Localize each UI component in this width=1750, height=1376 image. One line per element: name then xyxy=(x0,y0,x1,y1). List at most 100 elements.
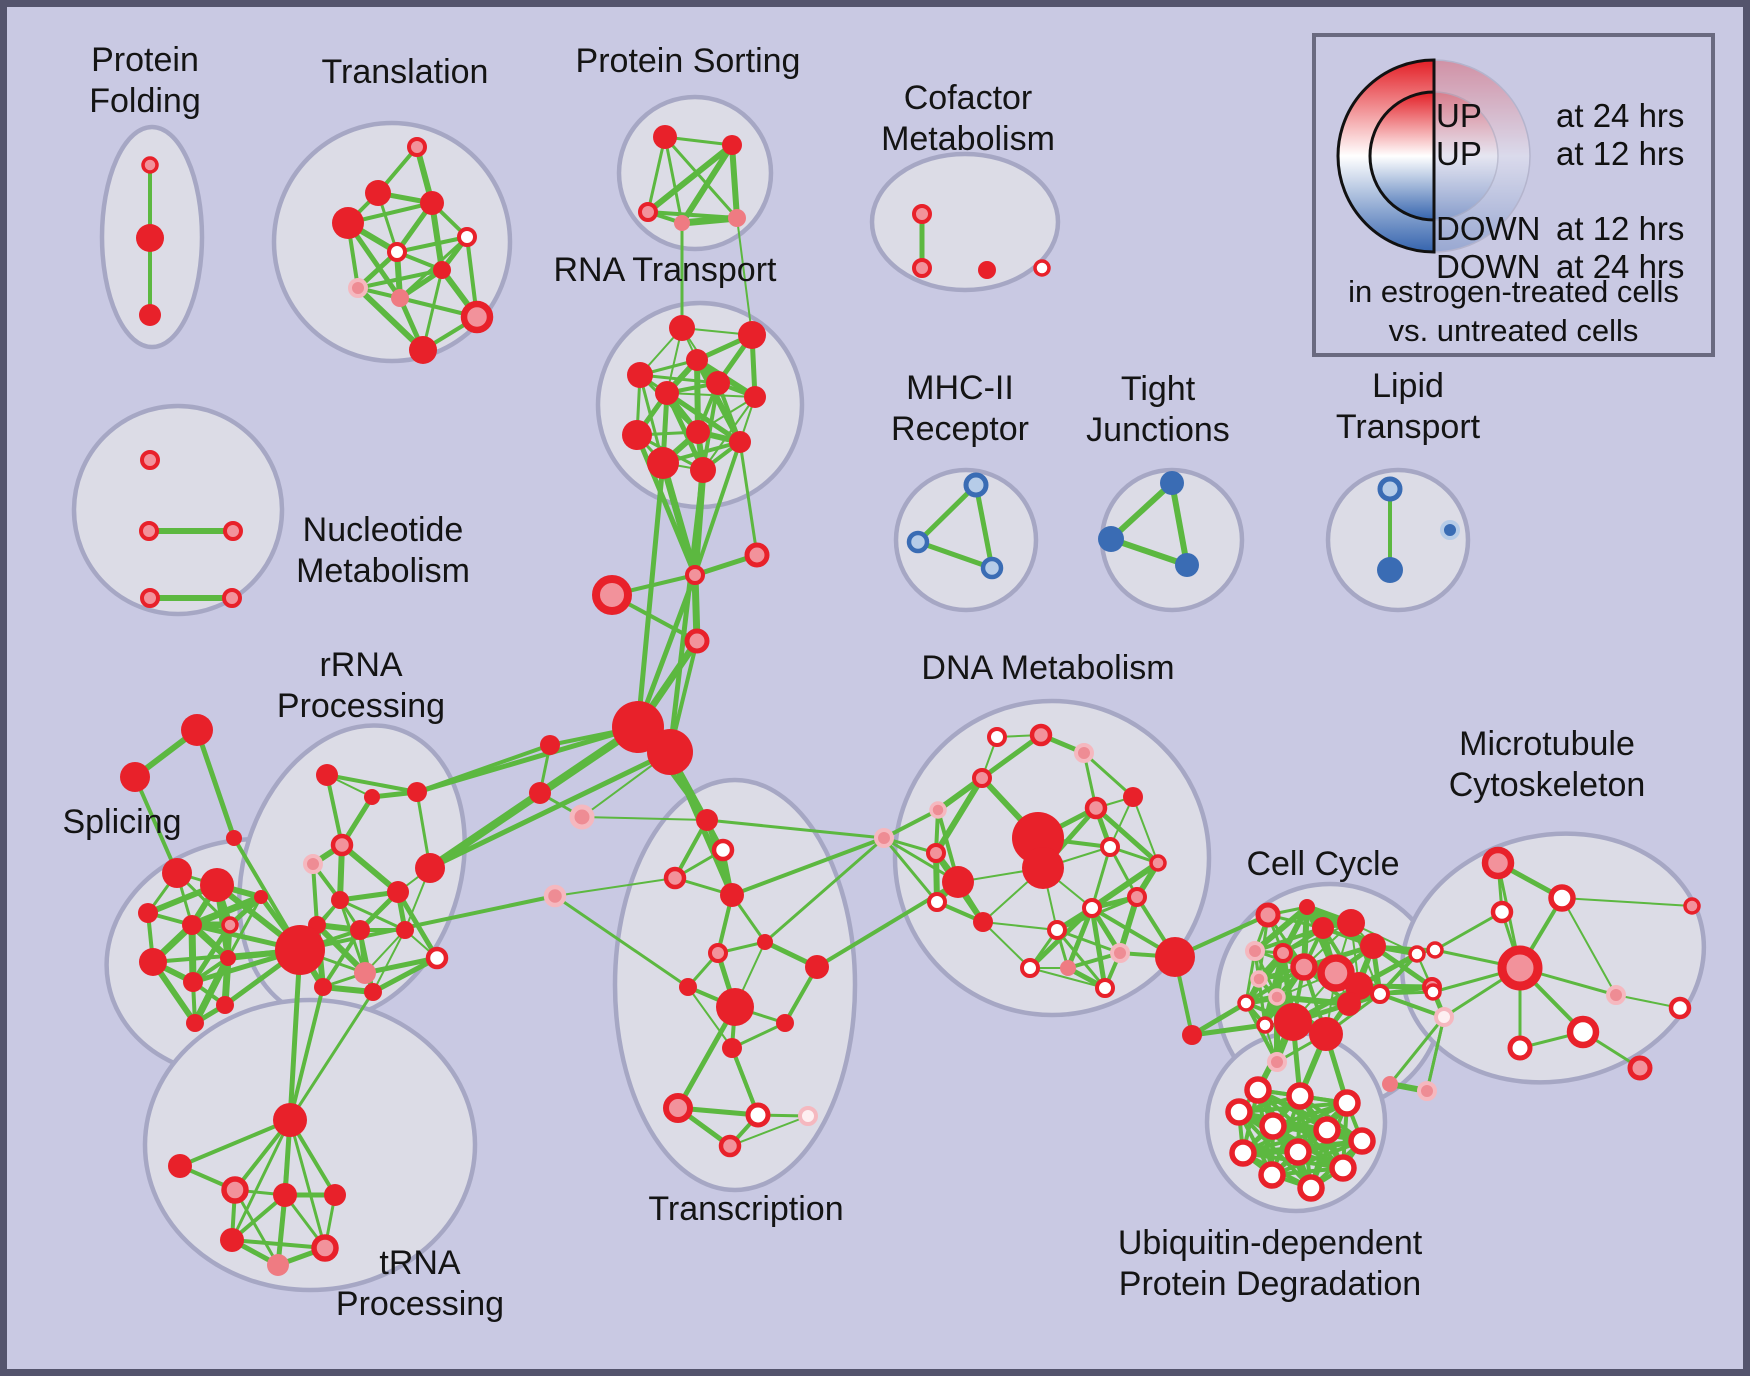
node-r xyxy=(331,891,349,909)
node-rp xyxy=(1497,945,1543,991)
edge xyxy=(982,921,1058,931)
edge xyxy=(1561,897,1617,996)
node-r xyxy=(420,191,444,215)
edge xyxy=(554,877,676,897)
cluster-nucleotide-metabolism xyxy=(71,403,285,617)
cluster-label-lipid-transport: Lipid Transport xyxy=(1336,367,1481,446)
legend-time-24: at 24 hrs xyxy=(1556,97,1685,134)
edge xyxy=(314,922,368,976)
edge xyxy=(694,357,701,435)
node-r xyxy=(722,1038,742,1058)
node-pp xyxy=(1417,1081,1437,1101)
node-r xyxy=(1312,917,1334,939)
node-r xyxy=(647,729,693,775)
node-rw xyxy=(1329,1154,1357,1182)
node-rp xyxy=(926,843,946,863)
node-pp xyxy=(1110,943,1130,963)
node-r xyxy=(669,315,695,341)
cluster-label-nucleotide-metabolism: Nucleotide Metabolism xyxy=(296,511,470,590)
edge xyxy=(973,482,995,571)
edge xyxy=(1093,805,1161,866)
node-r xyxy=(275,925,325,975)
node-rp xyxy=(1273,943,1293,963)
node-pp xyxy=(543,884,567,908)
node-rp xyxy=(1481,846,1515,880)
node-rp xyxy=(221,916,239,934)
node-r xyxy=(350,920,370,940)
node-r xyxy=(647,447,679,479)
node-rp xyxy=(592,575,632,615)
edge xyxy=(659,459,699,579)
node-r xyxy=(314,978,332,996)
node-rw xyxy=(927,892,947,912)
node-r xyxy=(220,1228,244,1252)
legend-time-12: at 12 hrs xyxy=(1556,135,1685,172)
edge xyxy=(1090,845,1112,910)
edge xyxy=(1388,1015,1446,1086)
node-rw xyxy=(1259,1112,1287,1140)
node-pw xyxy=(1434,1007,1454,1027)
node-r xyxy=(120,762,150,792)
edge xyxy=(664,390,743,445)
node-rw xyxy=(387,242,407,262)
edge xyxy=(133,775,179,875)
node-r xyxy=(182,915,202,935)
node-r xyxy=(216,996,234,1014)
node-bw xyxy=(906,530,930,554)
cluster-label-protein-folding: Protein Folding xyxy=(89,41,201,120)
edge xyxy=(729,142,740,221)
node-r xyxy=(1309,1017,1343,1051)
edge xyxy=(339,842,401,895)
node-r xyxy=(1022,847,1064,889)
edge xyxy=(729,1115,809,1147)
node-r xyxy=(407,782,427,802)
edge xyxy=(298,894,557,952)
edge xyxy=(338,898,407,932)
node-rw xyxy=(1548,884,1576,912)
edge xyxy=(701,381,720,472)
node-rw xyxy=(1313,1116,1341,1144)
node-pp xyxy=(1267,1052,1287,1072)
node-p xyxy=(1382,1076,1398,1092)
legend-caption-line1: in estrogen-treated cells xyxy=(1348,274,1679,309)
cluster-cofactor-metabolism xyxy=(869,151,1061,293)
edge xyxy=(933,775,985,856)
edge xyxy=(355,285,426,353)
node-r xyxy=(273,1183,297,1207)
cluster-label-mhc-ii-receptor: MHC-II Receptor xyxy=(891,369,1029,448)
edge xyxy=(1378,992,1446,1019)
node-rp xyxy=(1029,723,1053,747)
edge xyxy=(1055,928,1107,990)
node-r xyxy=(942,866,974,898)
node-rw xyxy=(457,227,477,247)
cluster-label-rna-transport: RNA Transport xyxy=(554,251,778,289)
edge xyxy=(1274,994,1352,1007)
node-rw xyxy=(1256,1016,1274,1034)
edge xyxy=(553,894,690,989)
cluster-label-rrna-processing: rRNA Processing xyxy=(277,646,445,725)
edge xyxy=(1252,904,1310,954)
node-rp xyxy=(744,542,770,568)
edge xyxy=(226,895,263,960)
node-r xyxy=(696,809,718,831)
node-rw xyxy=(1668,996,1692,1020)
node-rp xyxy=(912,204,932,224)
node-rw xyxy=(745,1102,771,1128)
edge xyxy=(362,955,440,976)
node-rw xyxy=(1424,983,1442,1001)
node-rw xyxy=(1408,945,1426,963)
node-pp xyxy=(303,854,323,874)
cluster-label-tight-junctions: Tight Junctions xyxy=(1086,370,1230,449)
edge xyxy=(666,392,756,398)
node-r xyxy=(757,934,773,950)
node-rw xyxy=(1370,984,1390,1004)
node-pp xyxy=(1268,988,1286,1006)
edge xyxy=(882,808,940,840)
edge xyxy=(1082,751,1135,799)
node-r xyxy=(690,457,716,483)
cluster-label-dna-metabolism: DNA Metabolism xyxy=(921,649,1174,687)
node-r xyxy=(529,782,551,804)
node-rp xyxy=(638,202,658,222)
edge xyxy=(1089,905,1108,991)
